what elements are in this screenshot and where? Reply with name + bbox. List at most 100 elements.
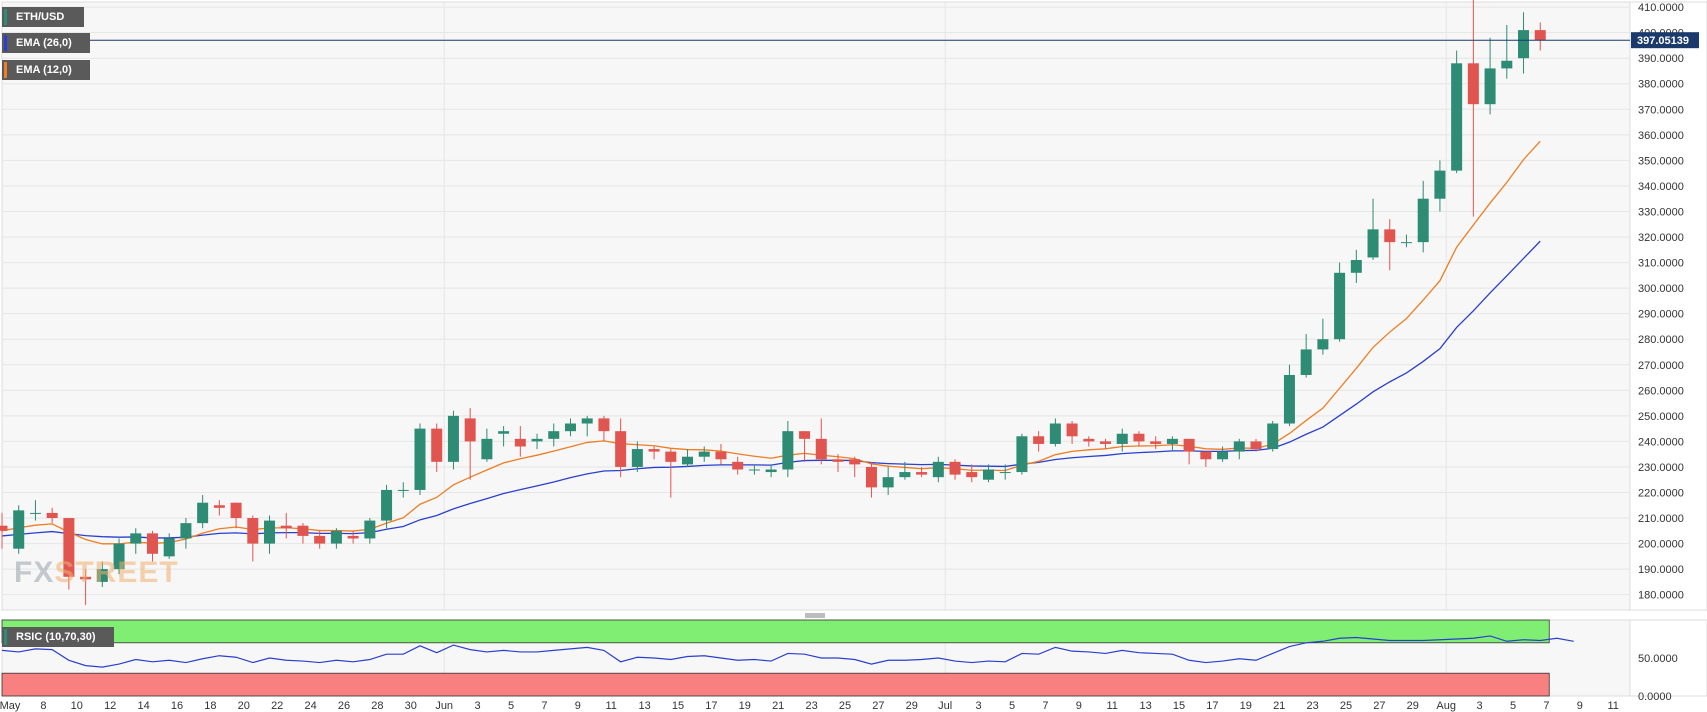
price-tick-label: 240.0000: [1638, 436, 1684, 448]
candle-down: [0, 525, 8, 531]
price-axis-background: [1629, 1, 1707, 611]
candle-up: [414, 428, 426, 490]
candle-up: [381, 489, 393, 521]
candle-up: [330, 530, 342, 544]
legend-ema26-swatch: [4, 35, 7, 51]
price-tick-label: 320.0000: [1638, 232, 1684, 244]
candle-up: [982, 469, 994, 480]
candle-up: [1300, 349, 1312, 375]
rsi-oversold-zone: [1, 672, 1550, 697]
candle-up: [1317, 339, 1329, 350]
candle-down: [1384, 229, 1396, 243]
candle-up: [447, 415, 459, 462]
rsi-plot: May 8 10 12 14 16 18 20 22 24 26 28 30 Jun 3 5 7 9 11 13 15 1…: [0, 619, 1707, 712]
candle-down: [648, 449, 660, 452]
legend-symbol-swatch: [4, 9, 7, 25]
date-tick-label: 16: [171, 700, 183, 712]
candle-up: [29, 512, 41, 514]
candle-up: [180, 523, 192, 539]
price-tick-label: 330.0000: [1638, 206, 1684, 218]
candle-up: [13, 510, 25, 549]
candle-up: [782, 431, 794, 470]
date-tick-label: 27: [872, 700, 884, 712]
legend-ema12-swatch: [4, 62, 7, 78]
date-tick-label: 25: [1340, 700, 1352, 712]
rsi-overbought-zone: [1, 619, 1550, 644]
watermark-part1: FX: [14, 556, 55, 589]
candle-up: [999, 472, 1011, 474]
candle-up: [631, 449, 643, 467]
legend-ema26[interactable]: EMA (26,0): [2, 33, 90, 53]
candle-down: [1250, 441, 1262, 450]
date-tick-label: 23: [1306, 700, 1318, 712]
candle-down: [280, 525, 292, 529]
price-tick-label: 200.0000: [1638, 539, 1684, 551]
candle-down: [1066, 423, 1078, 437]
candle-up: [364, 520, 376, 539]
candle-down: [1150, 441, 1162, 444]
candle-down: [832, 459, 844, 462]
date-tick-label: 13: [638, 700, 650, 712]
candle-down: [1033, 436, 1045, 444]
date-tick-label: 28: [371, 700, 383, 712]
date-tick-label: Jun: [435, 700, 453, 712]
date-tick-label: 23: [805, 700, 817, 712]
date-tick-label: 11: [605, 700, 616, 712]
candle-down: [1083, 438, 1095, 442]
candle-up: [113, 543, 125, 570]
legend-symbol[interactable]: ETH/USD: [2, 7, 84, 27]
pane-resize-handle: [805, 613, 825, 618]
candle-down: [1133, 433, 1145, 442]
price-tick-label: 300.0000: [1638, 283, 1684, 295]
price-tick-label: 270.0000: [1638, 360, 1684, 372]
candle-down: [514, 438, 526, 447]
candle-up: [1217, 451, 1229, 460]
candle-down: [615, 431, 627, 467]
last-price-tag: [1631, 32, 1699, 49]
date-tick-label: 7: [1042, 700, 1048, 712]
last-price-label: 397.05139: [1637, 35, 1689, 47]
candle-down: [732, 461, 744, 470]
price-tick-label: 260.0000: [1638, 385, 1684, 397]
candle-down: [665, 451, 677, 462]
candle-down: [213, 505, 225, 508]
candle-down: [966, 472, 978, 478]
rsi-tick-label: 50.0000: [1638, 653, 1678, 665]
date-tick-label: 7: [541, 700, 547, 712]
date-tick-label: 19: [1240, 700, 1252, 712]
candle-down: [916, 472, 928, 475]
candle-up: [698, 451, 710, 457]
candle-down: [865, 466, 877, 488]
date-tick-label: Aug: [1436, 700, 1456, 712]
fxstreet-watermark: FXSTREET: [14, 556, 179, 590]
price-tick-label: 390.0000: [1638, 53, 1684, 65]
ema12-line: [1, 140, 1541, 545]
candle-up: [1518, 30, 1530, 59]
date-tick-label: May: [0, 700, 21, 712]
price-tick-label: 190.0000: [1638, 564, 1684, 576]
date-tick-label: 15: [672, 700, 684, 712]
price-tick-label: 410.0000: [1638, 2, 1684, 14]
candle-down: [247, 518, 259, 544]
candle-down: [230, 502, 242, 519]
legend-rsi[interactable]: RSIC (10,70,30): [2, 627, 114, 647]
date-tick-label: 17: [1206, 700, 1218, 712]
legend-ema12[interactable]: EMA (12,0): [2, 60, 90, 80]
candle-up: [197, 502, 209, 524]
date-tick-label: 9: [1577, 700, 1583, 712]
price-tick-label: 290.0000: [1638, 309, 1684, 321]
date-tick-label: 5: [1510, 700, 1516, 712]
candle-down: [1183, 438, 1195, 452]
date-tick-label: 5: [508, 700, 514, 712]
date-tick-label: 21: [772, 700, 784, 712]
candle-down: [314, 535, 326, 544]
date-tick-label: 18: [204, 700, 216, 712]
watermark-part2: STREET: [54, 556, 179, 589]
legend-ema12-label: EMA (12,0): [16, 64, 72, 76]
candle-up: [548, 431, 560, 439]
candle-up: [682, 456, 694, 465]
candle-up: [1116, 433, 1128, 444]
date-tick-label: Jul: [938, 700, 952, 712]
legend-ema26-label: EMA (26,0): [16, 37, 72, 49]
candle-up: [1233, 441, 1245, 452]
